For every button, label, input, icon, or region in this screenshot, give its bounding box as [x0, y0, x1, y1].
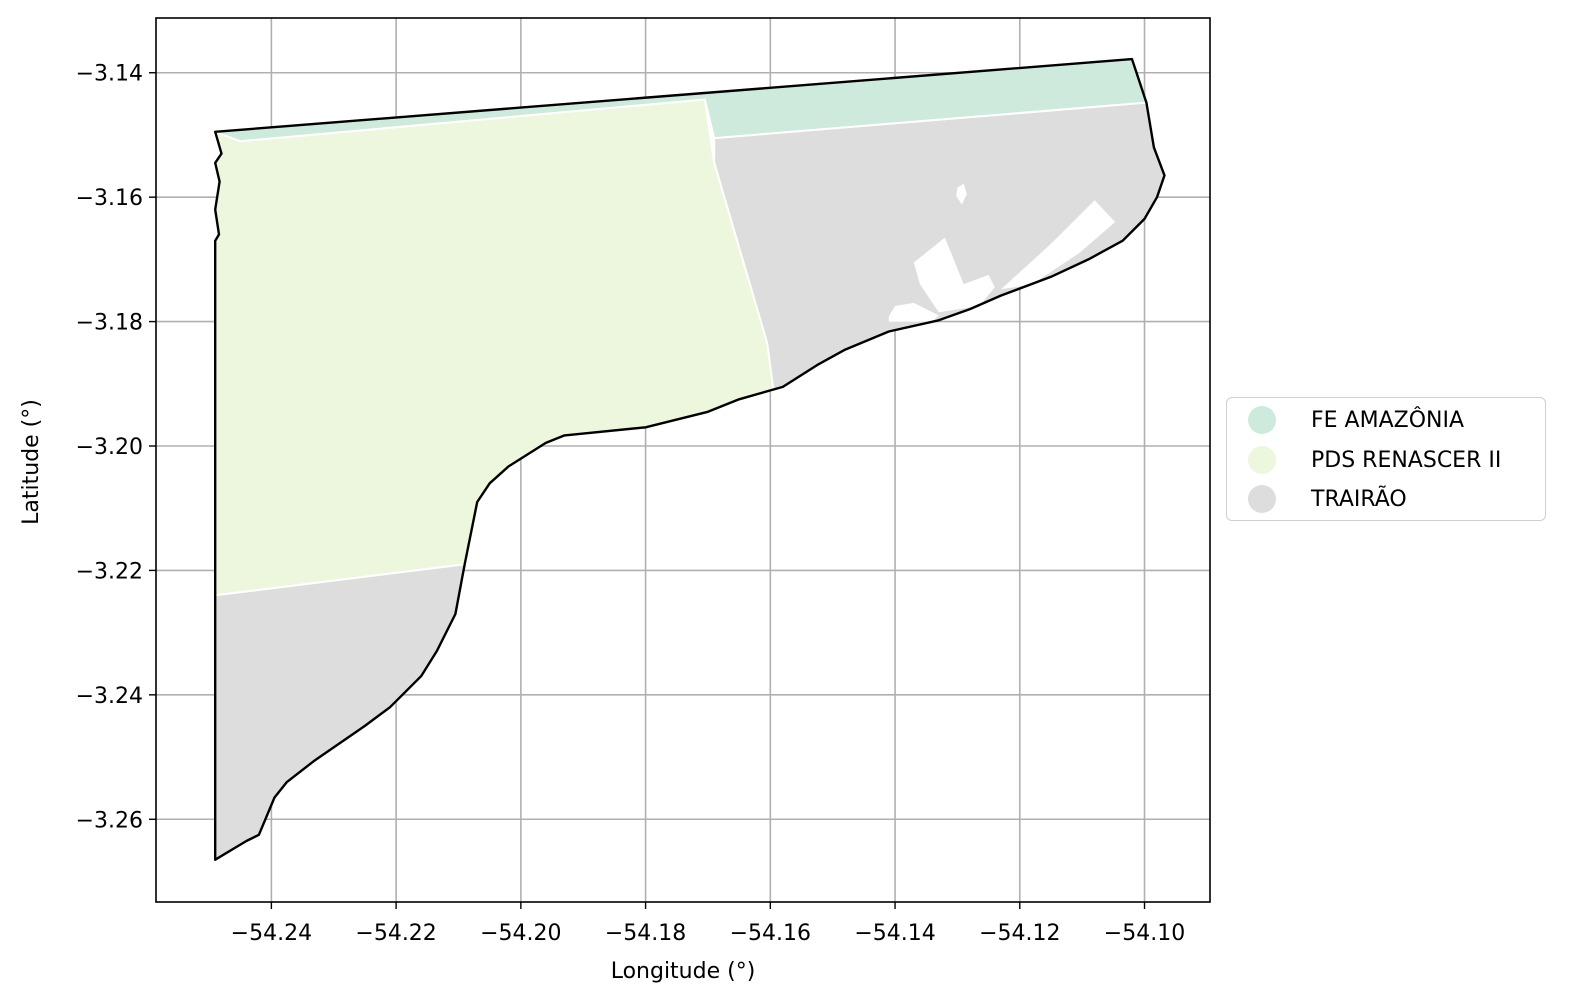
y-tick-label: −3.20 — [76, 435, 143, 460]
legend-label-pds-renascer-ii: PDS RENASCER II — [1311, 447, 1502, 473]
y-tick-label: −3.16 — [76, 186, 143, 211]
y-axis-title: Latitude (°) — [19, 399, 44, 525]
legend-marker-fe-amazonia — [1248, 406, 1276, 434]
map-regions — [213, 57, 1166, 862]
x-tick-label: −54.18 — [605, 921, 686, 946]
legend: FE AMAZÔNIA PDS RENASCER II TRAIRÃO — [1226, 397, 1546, 521]
region-trairao-south — [214, 563, 466, 862]
region-gap — [913, 237, 995, 313]
y-tick-label: −3.22 — [76, 559, 143, 584]
x-tick-label: −54.16 — [730, 921, 811, 946]
x-tick-label: −54.12 — [979, 921, 1060, 946]
y-tick-label: −3.18 — [76, 311, 143, 336]
region-gap — [956, 183, 967, 205]
legend-label-trairao: TRAIRÃO — [1311, 486, 1407, 512]
x-tick-label: −54.14 — [854, 921, 935, 946]
plot-frame — [155, 17, 1211, 903]
region-gap — [1001, 200, 1116, 290]
x-tick-label: −54.20 — [480, 921, 561, 946]
x-axis-title: Longitude (°) — [611, 959, 756, 984]
x-tick-label: −54.24 — [231, 921, 312, 946]
y-axis-ticks: −3.14 −3.16 −3.18 −3.20 −3.22 −3.24 −3.26 — [76, 62, 156, 833]
y-tick-label: −3.26 — [76, 808, 143, 833]
x-axis-ticks: −54.24 −54.22 −54.20 −54.18 −54.16 −54.14 −54.… — [231, 902, 1185, 946]
region-pds-renascer-ii — [213, 98, 775, 597]
legend-label-fe-amazonia: FE AMAZÔNIA — [1311, 407, 1465, 433]
legend-marker-trairao — [1248, 485, 1276, 513]
y-tick-label: −3.24 — [76, 684, 143, 709]
x-tick-label: −54.10 — [1104, 921, 1185, 946]
legend-marker-pds-renascer-ii — [1248, 446, 1276, 474]
y-tick-label: −3.14 — [76, 62, 143, 87]
x-tick-label: −54.22 — [355, 921, 436, 946]
area-outline — [213, 57, 1166, 861]
region-gap — [888, 302, 939, 322]
